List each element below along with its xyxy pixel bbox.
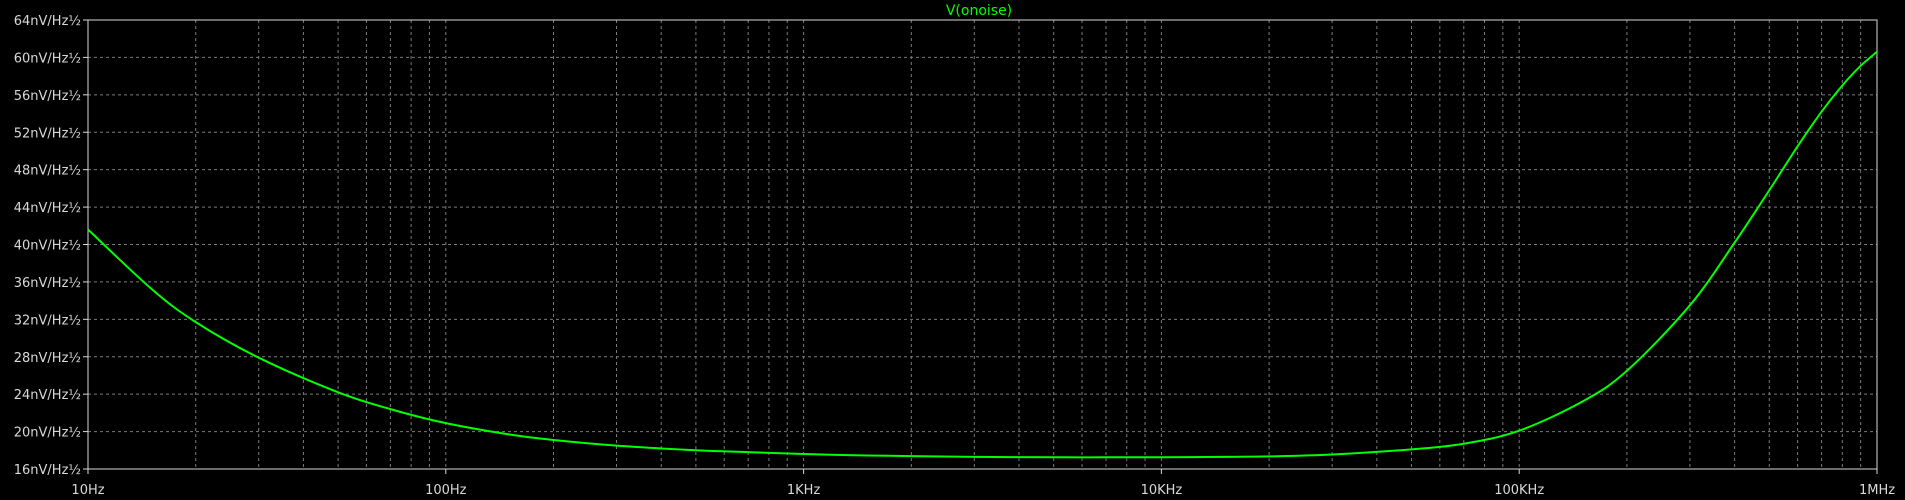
y-tick-label: 40nV/Hz½ — [14, 239, 81, 254]
x-tick-label: 1MHz — [1859, 483, 1895, 498]
y-tick-label: 56nV/Hz½ — [14, 89, 81, 104]
y-tick-label: 16nV/Hz½ — [14, 463, 81, 478]
y-tick-label: 60nV/Hz½ — [14, 51, 81, 66]
x-tick-label: 10Hz — [71, 483, 104, 498]
y-tick-label: 24nV/Hz½ — [14, 388, 81, 403]
y-tick-label: 64nV/Hz½ — [14, 14, 81, 29]
x-tick-label: 10KHz — [1141, 483, 1183, 498]
y-tick-label: 52nV/Hz½ — [14, 126, 81, 141]
y-tick-label: 28nV/Hz½ — [14, 351, 81, 366]
y-tick-label: 20nV/Hz½ — [14, 426, 81, 441]
y-tick-label: 36nV/Hz½ — [14, 276, 81, 291]
chart-title: V(onoise) — [946, 3, 1012, 19]
y-tick-label: 44nV/Hz½ — [14, 201, 81, 216]
y-tick-label: 32nV/Hz½ — [14, 313, 81, 328]
y-tick-label: 48nV/Hz½ — [14, 164, 81, 179]
x-tick-label: 100KHz — [1494, 483, 1544, 498]
x-tick-label: 100Hz — [425, 483, 467, 498]
x-tick-label: 1KHz — [787, 483, 821, 498]
